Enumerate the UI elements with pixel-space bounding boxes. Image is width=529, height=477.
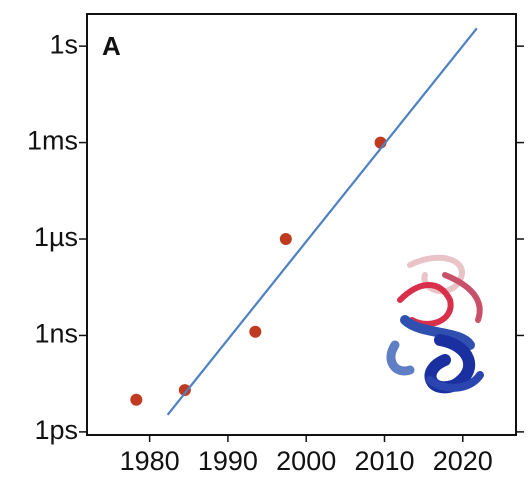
y-tick-label: 1ns <box>34 319 78 349</box>
y-tick-label: 1s <box>49 29 78 59</box>
x-tick-label: 1980 <box>120 446 180 476</box>
plot-frame <box>86 13 517 436</box>
y-tick-label: 1ps <box>34 415 78 445</box>
data-point <box>178 384 191 397</box>
fit-line <box>166 27 478 416</box>
data-point <box>130 393 143 406</box>
x-tick-label: 2010 <box>354 446 414 476</box>
panel-label: A <box>102 31 121 61</box>
x-tick-label: 2000 <box>276 446 336 476</box>
protein-illustration <box>386 254 484 394</box>
data-point <box>279 233 292 246</box>
y-tick-label: 1ms <box>27 126 78 156</box>
x-tick-label: 1990 <box>198 446 258 476</box>
data-point <box>249 325 262 338</box>
x-tick-label: 2020 <box>433 446 493 476</box>
y-tick-label: 1µs <box>34 222 78 252</box>
